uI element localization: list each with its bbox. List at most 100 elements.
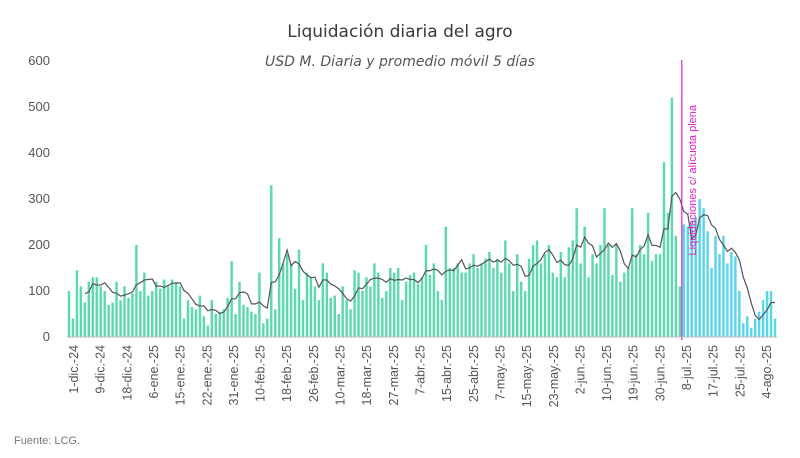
bar [682,224,686,337]
bar [761,300,765,337]
bar [107,304,110,337]
bar [519,281,523,337]
bar [512,291,515,337]
bar [214,314,217,337]
x-tick-label: 10-mar.-25 [334,345,348,405]
bar [611,274,614,337]
bar [603,208,606,337]
bar [753,318,757,337]
x-tick-label: 25-abr.-25 [467,345,481,402]
bar [757,311,761,337]
bar [658,254,662,337]
x-tick-label: 27-mar.-25 [387,345,401,405]
bar [242,304,245,337]
bar [317,300,321,337]
bar [623,272,626,337]
bar [381,297,384,337]
bar [333,295,336,337]
bar [389,268,392,337]
x-tick-label: 15-abr.-25 [440,345,454,402]
bar [143,272,146,337]
bar [440,300,444,337]
bar [698,199,701,337]
bar [460,272,463,337]
y-tick-label: 400 [28,145,50,160]
bar [274,309,277,337]
x-tick-label: 1-dic.-24 [67,345,81,394]
bar [484,258,487,337]
y-axis-ticks: 0 100 200 300 400 500 600 [28,53,50,344]
bar [357,272,360,337]
bar [746,316,749,337]
bar [690,222,693,337]
bar [599,245,602,337]
bar [559,251,563,337]
bar [246,307,249,337]
bar [285,254,289,337]
bar [515,254,519,337]
bar [523,291,527,337]
bar [99,286,102,337]
bar [262,323,265,337]
bar [567,247,570,337]
bar [178,286,182,337]
bar [353,270,356,337]
bar [365,277,368,337]
bar [321,263,325,337]
bar [158,288,162,337]
bar [476,268,479,337]
bar [662,162,666,337]
x-tick-label: 17-jul.-25 [707,345,721,397]
bar [563,277,567,337]
bar [730,251,733,337]
bar [258,272,261,337]
y-tick-label: 0 [43,329,50,344]
bar [139,291,142,337]
bar [714,235,717,337]
x-tick-label: 18-feb.-25 [280,345,294,402]
bar [266,318,269,337]
bar [190,307,194,337]
bar [694,217,697,337]
bar [734,256,737,337]
x-tick-label: 7-may.-25 [494,345,508,400]
bar [182,318,186,337]
bar [202,316,206,337]
bar [254,314,257,337]
source-note: Fuente: LCG. [14,435,80,447]
bar [742,323,745,337]
bar [91,277,95,337]
bar [305,272,309,337]
x-tick-label: 18-dic.-24 [120,345,134,401]
bar [702,208,705,337]
x-tick-label: 25-jul.-25 [733,345,747,397]
bar [416,284,420,337]
bar [226,297,229,337]
bar [309,277,313,337]
bar [531,245,535,337]
bar [488,251,491,337]
bar [424,245,428,337]
x-tick-label: 26-feb.-25 [307,345,321,402]
bar [500,272,503,337]
bar [627,268,630,337]
bar [710,268,713,337]
bar [496,258,499,337]
bar [222,309,225,337]
bar [654,254,658,337]
bar [281,263,285,337]
x-tick-label: 10-feb.-25 [254,345,268,402]
bar [579,263,582,337]
bar [174,281,178,337]
bar [607,245,610,337]
bar [650,261,654,337]
bar [428,274,432,337]
bar [638,245,642,337]
bar [642,254,646,337]
bar [678,286,682,337]
bar [448,268,451,337]
x-tick-label: 23-may.-25 [547,345,561,407]
bar [341,286,344,337]
bar [634,254,638,337]
